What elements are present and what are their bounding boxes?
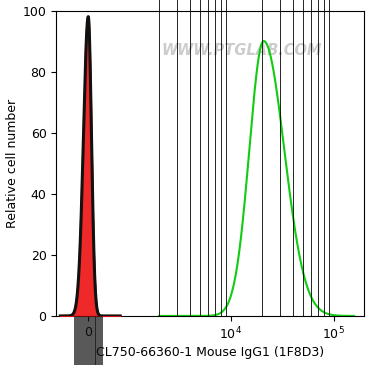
Y-axis label: Relative cell number: Relative cell number bbox=[6, 99, 18, 228]
Text: WWW.PTGLAB.COM: WWW.PTGLAB.COM bbox=[161, 43, 322, 58]
X-axis label: CL750-66360-1 Mouse IgG1 (1F8D3): CL750-66360-1 Mouse IgG1 (1F8D3) bbox=[96, 346, 324, 360]
